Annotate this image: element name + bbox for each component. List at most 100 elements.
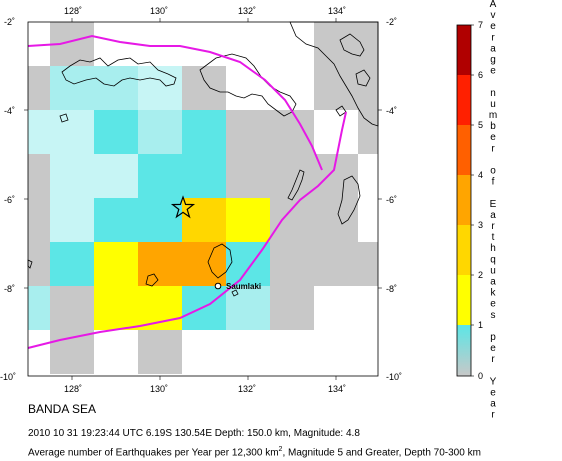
colorbar-title-char: h <box>490 243 496 254</box>
grid-cell <box>94 66 138 110</box>
svg-text:-2˚: -2˚ <box>386 17 397 27</box>
colorbar-tick-7: 7 <box>478 20 483 30</box>
coastlines <box>27 21 379 297</box>
svg-text:-10˚: -10˚ <box>386 372 402 382</box>
colorbar-title-char: e <box>490 132 496 143</box>
grid-cell <box>358 242 378 286</box>
grid-cell <box>94 242 138 286</box>
colorbar: 7 6 5 4 3 2 1 0 AveragenumberofEarthquak… <box>456 0 497 421</box>
city-marker-icon <box>214 282 222 290</box>
grid-cell <box>50 198 94 242</box>
grid-cell <box>138 286 182 330</box>
grid-cell <box>314 66 358 110</box>
svg-text:-8˚: -8˚ <box>386 284 397 294</box>
svg-text:132˚: 132˚ <box>238 384 256 394</box>
colorbar-segment-6-7 <box>457 25 471 75</box>
grid-cell <box>314 242 358 286</box>
grid-cell <box>28 110 50 154</box>
colorbar-title-char: e <box>490 21 496 32</box>
colorbar-title-char: r <box>491 410 495 421</box>
grid-cell <box>270 198 314 242</box>
colorbar-title-char: e <box>490 299 496 310</box>
grid-cell <box>270 286 314 330</box>
colorbar-title-char: E <box>490 199 497 210</box>
colorbar-title-char: r <box>491 221 495 232</box>
svg-text:130˚: 130˚ <box>150 384 168 394</box>
svg-text:134˚: 134˚ <box>328 6 346 16</box>
grid-cell <box>182 286 226 330</box>
grid-cell <box>182 110 226 154</box>
svg-text:-4˚: -4˚ <box>386 106 397 116</box>
grid-cell <box>138 242 182 286</box>
colorbar-title-char: r <box>491 354 495 365</box>
colorbar-tick-1: 1 <box>478 320 483 330</box>
colorbar-title-char: r <box>491 143 495 154</box>
grid-cell <box>50 286 94 330</box>
grid-cell <box>28 286 50 330</box>
grid-cell <box>94 154 138 198</box>
svg-text:132˚: 132˚ <box>238 6 256 16</box>
plate-boundaries <box>27 34 347 349</box>
svg-text:128˚: 128˚ <box>64 6 82 16</box>
colorbar-title-char: f <box>492 177 495 188</box>
colorbar-title-char: k <box>491 288 497 299</box>
colorbar-title-char: u <box>490 265 496 276</box>
grid-cell <box>358 110 378 154</box>
svg-text:-6˚: -6˚ <box>4 195 15 205</box>
svg-text:-2˚: -2˚ <box>4 17 15 27</box>
colorbar-title-char: Y <box>490 376 497 387</box>
colorbar-title-char: o <box>490 166 496 177</box>
grid-cell <box>138 66 182 110</box>
colorbar-title-char: A <box>490 0 497 10</box>
colorbar-tick-6: 6 <box>478 70 483 80</box>
svg-text:-4˚: -4˚ <box>4 106 15 116</box>
colorbar-segment-0-1 <box>457 325 471 376</box>
colorbar-title-char: e <box>490 388 496 399</box>
grid-cell <box>358 66 378 110</box>
grid-cell <box>270 154 314 198</box>
colorbar-title-char: e <box>490 66 496 77</box>
colorbar-tick-0: 0 <box>478 371 483 381</box>
colorbar-title-char: s <box>491 310 496 321</box>
colorbar-title-char: a <box>490 399 496 410</box>
colorbar-title-char: v <box>491 10 496 21</box>
colorbar-title-char: b <box>490 121 496 132</box>
colorbar-segment-5-6 <box>457 75 471 125</box>
grid-cell <box>314 198 358 242</box>
colorbar-title-char: p <box>490 332 496 343</box>
colorbar-segment-4-5 <box>457 125 471 175</box>
grid-cell <box>28 66 50 110</box>
grid-cell <box>314 22 358 66</box>
grid-cell <box>226 286 270 330</box>
lon-labels-bottom: 128˚ 130˚ 132˚ 134˚ <box>64 384 346 394</box>
region-name: BANDA SEA <box>28 402 97 416</box>
colorbar-segment-3-4 <box>457 175 471 225</box>
grid-cell <box>226 198 270 242</box>
grid-cell <box>182 242 226 286</box>
event-details: 2010 10 31 19:23:44 UTC 6.19S 130.54E De… <box>28 428 360 439</box>
grid-cell <box>50 110 94 154</box>
grid-cell <box>94 286 138 330</box>
svg-text:130˚: 130˚ <box>150 6 168 16</box>
colorbar-title-char: a <box>490 277 496 288</box>
svg-text:-6˚: -6˚ <box>386 195 397 205</box>
colorbar-title-char: q <box>490 254 496 265</box>
colorbar-title-char: e <box>490 343 496 354</box>
map-panel: Saumlaki <box>27 21 379 377</box>
colorbar-title-char: n <box>490 88 496 99</box>
grid-cell <box>138 110 182 154</box>
colorbar-segment-1-2 <box>457 275 471 325</box>
grid-cell <box>50 66 94 110</box>
grid-cell <box>138 154 182 198</box>
colorbar-segment-2-3 <box>457 225 471 275</box>
colorbar-tick-2: 2 <box>478 270 483 280</box>
grid-cell <box>50 154 94 198</box>
grid-cell <box>94 198 138 242</box>
colorbar-title-char: m <box>489 110 497 121</box>
grid-cell <box>182 66 226 110</box>
axis-ticks <box>24 18 382 380</box>
colorbar-tick-5: 5 <box>478 120 483 130</box>
colorbar-title-char: g <box>490 55 496 66</box>
lon-labels-top: 128˚ 130˚ 132˚ 134˚ <box>64 6 346 16</box>
